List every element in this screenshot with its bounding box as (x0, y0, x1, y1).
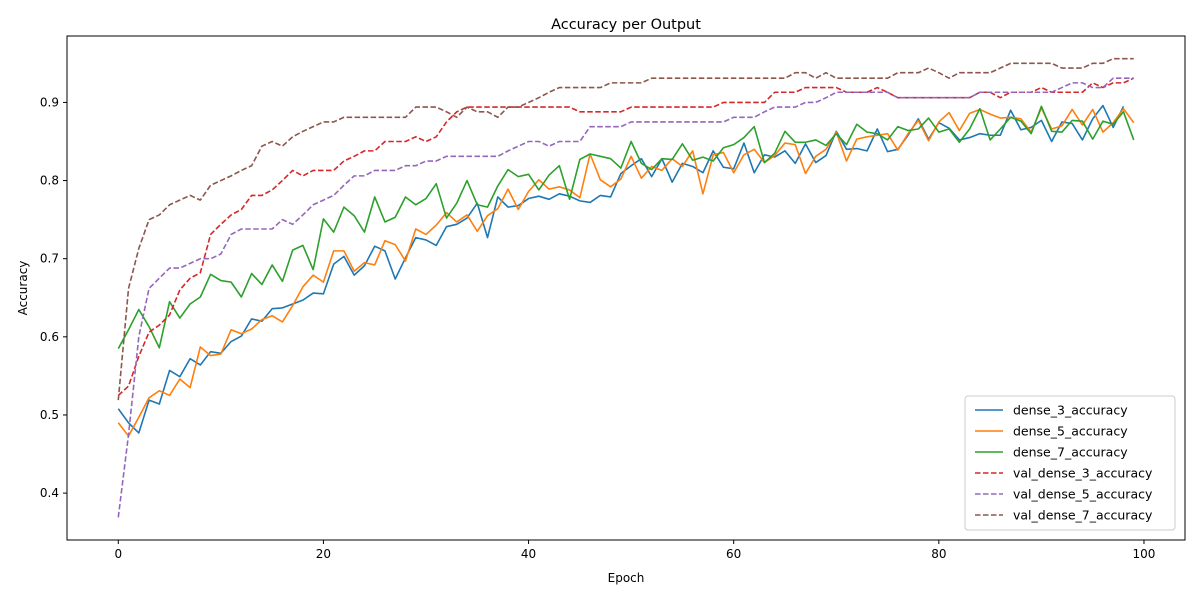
x-axis: 0 20 40 60 80 100 (114, 540, 1155, 561)
x-tick-label: 80 (931, 547, 946, 561)
legend-label: val_dense_5_accuracy (1013, 487, 1153, 502)
x-tick-label: 0 (114, 547, 122, 561)
x-tick-label: 20 (316, 547, 331, 561)
series-line-val_dense_5_accuracy (117, 77, 1134, 518)
y-axis-label: Accuracy (16, 261, 30, 316)
legend-label: dense_3_accuracy (1013, 403, 1128, 418)
legend-label: val_dense_7_accuracy (1013, 508, 1153, 523)
series-line-val_dense_7_accuracy (117, 57, 1134, 401)
series-line-dense_5_accuracy (117, 107, 1135, 437)
series-line-dense_3_accuracy (117, 104, 1125, 434)
legend-label: dense_5_accuracy (1013, 424, 1128, 439)
y-tick-label: 0.6 (40, 330, 59, 344)
y-tick-label: 0.5 (40, 408, 59, 422)
y-tick-label: 0.4 (40, 486, 59, 500)
plot-frame (66, 35, 1186, 541)
y-axis: 0.4 0.5 0.6 0.7 0.8 0.9 (40, 95, 67, 500)
y-tick-label: 0.9 (40, 95, 59, 109)
y-tick-label: 0.8 (40, 174, 59, 188)
y-tick-label: 0.7 (40, 252, 59, 266)
x-axis-label: Epoch (608, 571, 645, 585)
x-tick-label: 60 (726, 547, 741, 561)
legend-box (964, 395, 1176, 531)
chart-title: Accuracy per Output (551, 17, 701, 33)
legend-label: dense_7_accuracy (1013, 445, 1128, 460)
series-line-dense_7_accuracy (117, 105, 1135, 349)
legend-label: val_dense_3_accuracy (1013, 466, 1153, 481)
legend: dense_3_accuracy dense_5_accuracy dense_7_… (964, 395, 1176, 531)
x-tick-label: 40 (521, 547, 536, 561)
x-tick-label: 100 (1133, 547, 1156, 561)
plot-area (117, 57, 1135, 518)
